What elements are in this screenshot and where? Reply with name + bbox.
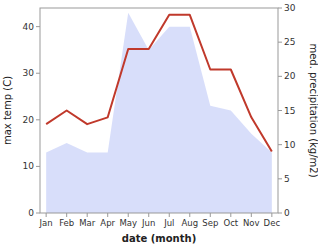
area: [46, 13, 272, 213]
y2-tick-label: 20: [284, 71, 296, 81]
y2-tick-label: 30: [284, 3, 296, 13]
y-tick: [36, 73, 40, 74]
y-tick-label: 10: [23, 161, 35, 171]
y-tick-label: 20: [23, 115, 35, 125]
x-tick: [87, 213, 88, 217]
x-tick: [230, 213, 231, 217]
y2-tick: [278, 8, 282, 9]
y2-tick: [278, 42, 282, 43]
y2-tick-label: 10: [284, 140, 296, 150]
x-tick-label: Aug: [181, 218, 198, 228]
x-tick: [46, 213, 47, 217]
y2-axis-label: med. precipitation (kg/m2): [308, 43, 318, 177]
x-axis-label: date (month): [122, 233, 196, 244]
page: {"chart_data": {"type": "line", "xlabel"…: [0, 0, 318, 247]
y-tick: [36, 26, 40, 27]
x-tick: [251, 213, 252, 217]
x-tick: [169, 213, 170, 217]
x-tick: [189, 213, 190, 217]
x-tick-label: Apr: [100, 218, 115, 228]
y2-tick-label: 0: [284, 208, 290, 218]
chart: 0 10 20 30 40 0 5 10 15 20 25 30 Jan Feb Mar Apr May Jun J…: [0, 0, 318, 247]
y2-tick-label: 15: [284, 106, 295, 116]
x-tick-label: Nov: [243, 218, 260, 228]
y-tick: [36, 119, 40, 120]
y2-tick: [278, 76, 282, 77]
x-tick-label: Mar: [79, 218, 96, 228]
y-tick: [36, 213, 40, 214]
y-tick-label: 0: [28, 208, 34, 218]
y2-tick-label: 25: [284, 37, 295, 47]
x-tick: [107, 213, 108, 217]
x-tick-label: May: [119, 218, 137, 228]
x-tick: [66, 213, 67, 217]
x-tick-label: Jul: [163, 218, 174, 228]
x-tick: [210, 213, 211, 217]
line: [46, 15, 272, 152]
y2-tick-label: 5: [284, 174, 290, 184]
y-tick: [36, 166, 40, 167]
plot-area: [46, 13, 272, 213]
x-tick-label: Oct: [223, 218, 238, 228]
y2-tick: [278, 213, 282, 214]
y-axis-label: max temp (C): [2, 76, 13, 145]
x-tick-label: Jun: [141, 218, 155, 228]
x-tick: [128, 213, 129, 217]
x-tick: [271, 213, 272, 217]
plot-frame: [40, 8, 278, 213]
y2-tick: [278, 110, 282, 111]
y2-tick: [278, 178, 282, 179]
x-tick-label: Feb: [59, 218, 74, 228]
chart-container: 0 10 20 30 40 0 5 10 15 20 25 30 Jan Feb Mar Apr May Jun J…: [0, 0, 318, 247]
y2-tick: [278, 144, 282, 145]
x-tick-label: Dec: [264, 218, 281, 228]
x-tick-label: Jan: [39, 218, 53, 228]
y-tick-label: 40: [23, 22, 35, 32]
x-tick: [148, 213, 149, 217]
y-tick-label: 30: [23, 68, 35, 78]
x-tick-label: Sep: [202, 218, 218, 228]
